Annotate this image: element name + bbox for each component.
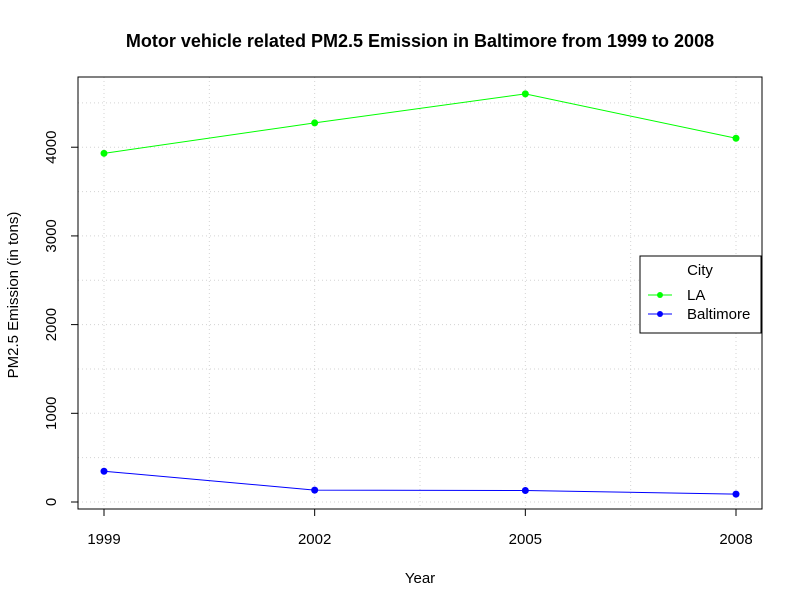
legend-entry-label: LA <box>687 287 705 304</box>
legend-swatch-point <box>657 292 663 298</box>
y-tick-label: 2000 <box>43 308 60 341</box>
data-point <box>732 490 740 498</box>
x-tick-label: 2002 <box>298 531 331 548</box>
y-tick-label: 3000 <box>43 219 60 252</box>
x-tick-label: 2008 <box>719 531 752 548</box>
legend-title: City <box>687 262 713 279</box>
y-tick-label: 1000 <box>43 397 60 430</box>
data-point <box>521 90 529 98</box>
x-tick-label: 1999 <box>87 531 120 548</box>
legend-entry-label: Baltimore <box>687 306 750 323</box>
y-tick-label: 0 <box>43 498 60 506</box>
data-point <box>521 486 529 494</box>
data-point <box>311 119 319 127</box>
data-point <box>732 134 740 142</box>
x-axis: 1999 2002 2005 2008 <box>87 509 753 548</box>
x-axis-label: Year <box>405 570 435 587</box>
y-axis-label: PM2.5 Emission (in tons) <box>5 212 22 379</box>
x-tick-label: 2005 <box>509 531 542 548</box>
series-line <box>103 470 737 495</box>
data-point <box>100 149 108 157</box>
series-line <box>103 93 737 154</box>
series-group <box>100 90 740 498</box>
plot-frame <box>77 76 763 510</box>
grid <box>78 77 762 509</box>
legend-swatch-point <box>657 311 663 317</box>
chart-title: Motor vehicle related PM2.5 Emission in … <box>126 31 714 51</box>
y-axis: 0 1000 2000 3000 4000 <box>43 131 78 506</box>
data-point <box>311 486 319 494</box>
data-point <box>100 467 108 475</box>
legend: City LA Baltimore <box>639 255 762 334</box>
y-tick-label: 4000 <box>43 131 60 164</box>
